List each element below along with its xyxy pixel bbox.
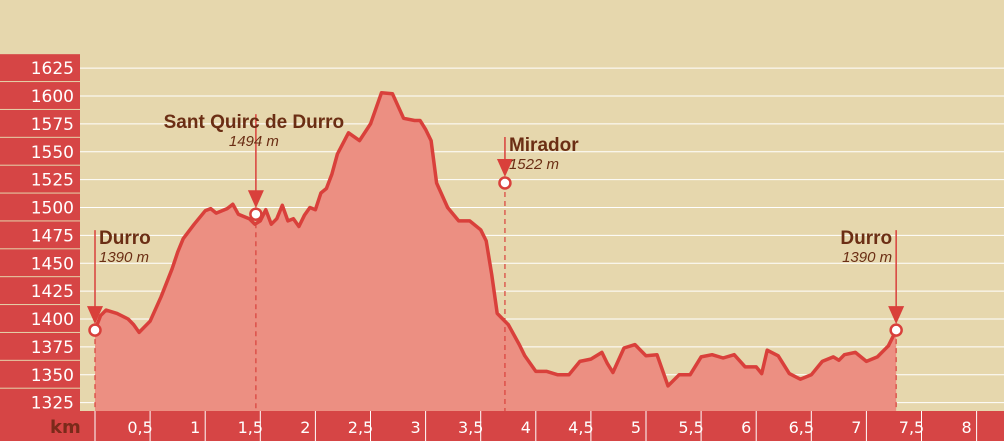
y-tick-label: 1375 (31, 338, 74, 358)
y-tick-label: 1625 (31, 59, 74, 79)
x-tick-label: 6 (741, 418, 751, 437)
y-tick-bg (0, 193, 80, 221)
y-tick-bg (0, 137, 80, 165)
x-tick-label: 4,5 (568, 418, 593, 437)
y-tick-label: 1575 (31, 115, 74, 135)
annotation-name: Sant Quirc de Durro (164, 112, 345, 133)
annotation-arrowhead (496, 158, 513, 177)
elevation-area (95, 92, 897, 411)
y-tick-bg (0, 249, 80, 277)
y-tick-label: 1475 (31, 226, 74, 246)
y-tick-bg (0, 277, 80, 305)
y-tick-bg (0, 165, 80, 193)
annotation-point (498, 176, 512, 190)
annotation-point (88, 323, 102, 337)
annotation-elevation: 1494 m (229, 133, 279, 150)
x-tick-label: 6,5 (789, 418, 814, 437)
x-tick-label: 5 (631, 418, 641, 437)
y-tick-label: 1600 (31, 87, 74, 107)
x-band (0, 411, 1004, 441)
y-tick-bg (0, 360, 80, 388)
annotation-arrowhead (247, 190, 264, 209)
annotation-arrowhead (87, 306, 103, 325)
y-tick-label: 1325 (31, 394, 74, 414)
x-axis-unit-label: km (50, 417, 81, 438)
y-tick-label: 1400 (31, 310, 74, 330)
y-tick-bg (0, 305, 80, 332)
y-tick-bg (0, 82, 80, 109)
y-tick-label: 1425 (31, 282, 74, 302)
annotation-name: Mirador (509, 135, 579, 156)
y-tick-bg (0, 54, 80, 82)
y-tick-label: 1525 (31, 171, 74, 191)
annotation-arrowhead (888, 306, 905, 325)
x-tick-label: 8 (962, 418, 972, 437)
x-tick-label: 1,5 (238, 418, 263, 437)
y-tick-bg (0, 332, 80, 360)
annotation-elevation: 1390 m (99, 249, 149, 266)
x-tick-label: 2,5 (348, 418, 373, 437)
annotation-point (249, 207, 263, 221)
x-tick-label: 3 (411, 418, 421, 437)
annotation-name: Durro (840, 228, 892, 249)
annotation-elevation: 1390 m (842, 249, 892, 266)
x-tick-label: 3,5 (458, 418, 483, 437)
y-tick-labels: 1625 1600 1575 1550 1525 1500 1475 1450 1425 1400… (31, 59, 74, 414)
x-tick-label: 0,5 (127, 418, 152, 437)
x-tick-labels: 0,5 1 1,5 2 2,5 3 3,5 4 4,5 5 5,5 6 6,5 7 7,5 8 (127, 418, 971, 437)
x-tick-label: 1 (190, 418, 200, 437)
y-tick-bg (0, 221, 80, 249)
y-tick-label: 1550 (31, 143, 74, 163)
y-tick-bg (0, 109, 80, 137)
x-tick-label: 7 (851, 418, 861, 437)
y-tick-label: 1450 (31, 254, 74, 274)
x-tick-label: 7,5 (899, 418, 924, 437)
y-axis-band (0, 54, 80, 416)
annotation-guides (94, 182, 897, 411)
y-tick-label: 1500 (31, 199, 74, 219)
elevation-line (93, 90, 898, 388)
x-axis-band (0, 411, 1004, 441)
x-tick-label: 5,5 (678, 418, 703, 437)
annotation-name: Durro (99, 228, 151, 249)
annotation-elevation: 1522 m (509, 156, 559, 173)
x-tick-label: 4 (521, 418, 531, 437)
x-tick-label: 2 (300, 418, 310, 437)
y-tick-label: 1350 (31, 366, 74, 386)
annotation-point (889, 323, 903, 337)
